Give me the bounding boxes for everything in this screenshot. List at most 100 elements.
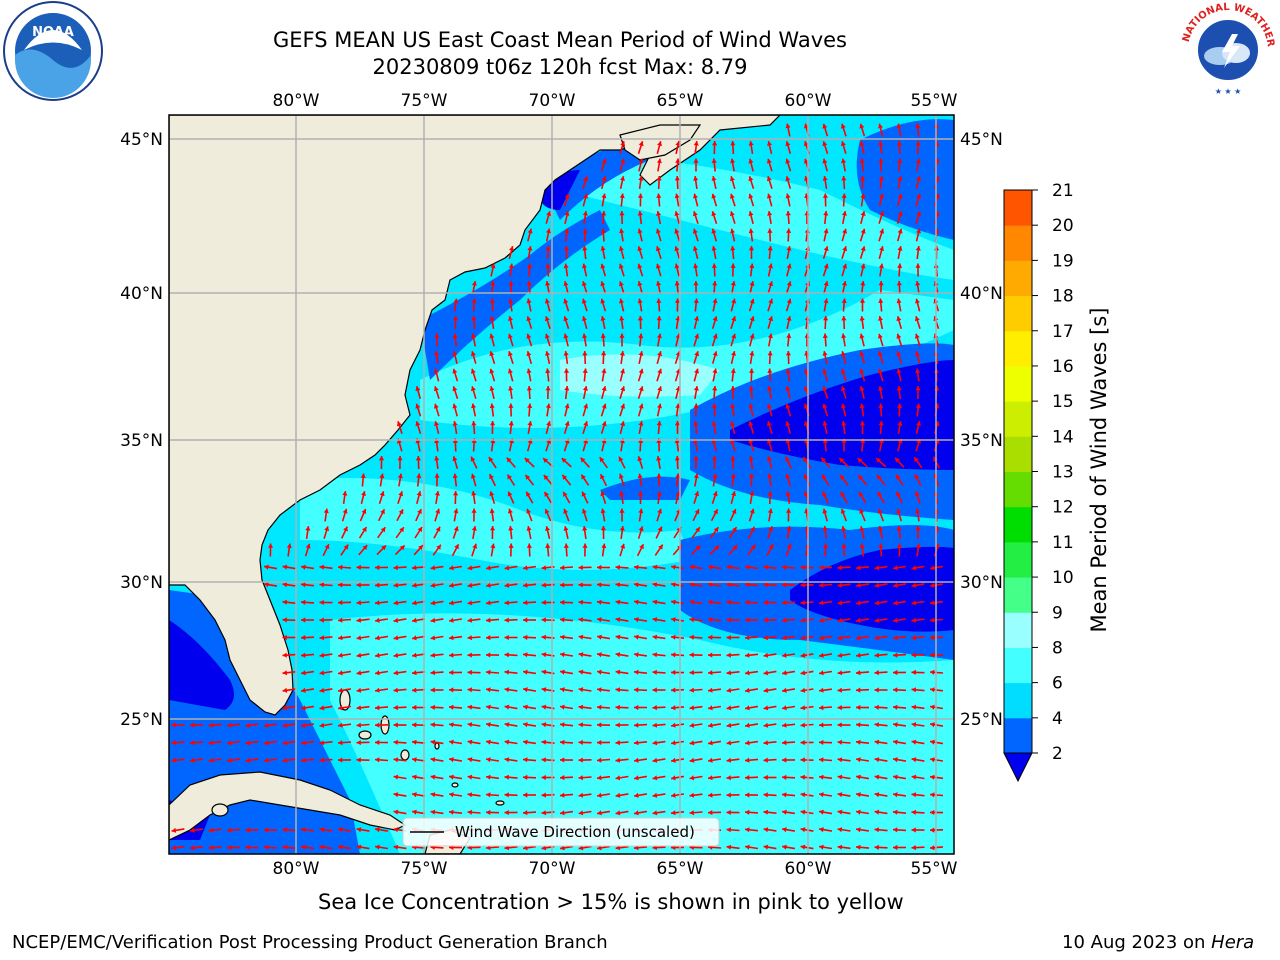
wave-direction-arrowhead xyxy=(582,228,588,233)
wave-direction-arrowhead xyxy=(729,176,735,182)
wave-direction-arrowhead xyxy=(264,827,269,833)
wave-direction-arrowhead xyxy=(766,456,772,462)
wave-direction-arrowhead xyxy=(658,544,663,550)
wave-direction-arrowhead xyxy=(620,386,626,392)
wave-direction-arrowhead xyxy=(841,298,847,303)
wave-direction-arrowhead xyxy=(489,403,495,409)
wave-direction-arrowhead xyxy=(393,844,399,850)
wave-direction-arrowhead xyxy=(689,582,695,588)
wave-direction-arrowhead xyxy=(338,844,343,850)
wave-direction-arrowhead xyxy=(412,704,417,711)
wave-direction-arrowhead xyxy=(634,582,639,588)
wave-direction-arrowhead xyxy=(763,564,769,570)
wave-direction-arrowhead xyxy=(618,246,624,251)
wave-direction-arrowhead xyxy=(489,491,495,497)
wave-direction-arrowhead xyxy=(859,141,865,146)
wave-direction-arrowhead xyxy=(453,298,459,304)
wave-direction-arrowhead xyxy=(578,739,583,745)
wave-direction-arrowhead xyxy=(800,670,806,676)
wave-direction-arrowhead xyxy=(763,652,769,658)
wave-direction-arrowhead xyxy=(619,438,625,444)
wave-direction-arrowhead xyxy=(652,687,657,693)
wave-direction-arrowhead xyxy=(471,298,477,303)
wave-direction-arrowhead xyxy=(561,458,567,463)
wave-direction-arrowhead xyxy=(190,845,195,851)
wave-direction-arrowhead xyxy=(489,368,495,374)
wave-direction-arrowhead xyxy=(356,564,361,570)
wave-direction-arrowhead xyxy=(319,705,325,711)
wave-direction-arrowhead xyxy=(393,617,399,623)
wave-direction-arrowhead xyxy=(674,421,681,426)
wave-direction-arrowhead xyxy=(930,582,935,588)
wave-direction-arrowhead xyxy=(800,564,805,570)
wave-direction-arrowhead xyxy=(634,634,639,640)
wave-direction-arrowhead xyxy=(874,844,879,850)
wave-direction-arrowhead xyxy=(800,705,806,711)
wave-direction-arrowhead xyxy=(767,491,773,496)
wave-direction-arrowhead xyxy=(379,473,385,479)
wave-direction-arrowhead xyxy=(915,508,921,514)
wave-direction-arrowhead xyxy=(914,491,920,497)
wave-direction-arrowhead xyxy=(766,421,772,427)
wave-direction-arrowhead xyxy=(657,386,663,392)
wave-direction-arrowhead xyxy=(190,827,195,833)
wave-direction-arrowhead xyxy=(877,333,883,339)
wave-direction-arrowhead xyxy=(638,158,644,164)
wave-direction-arrowhead xyxy=(563,491,568,497)
wave-direction-arrowhead xyxy=(859,123,865,129)
wave-direction-arrowhead xyxy=(523,617,528,623)
wave-direction-arrowhead xyxy=(859,368,865,374)
wave-direction-arrowhead xyxy=(452,386,458,392)
wave-direction-arrowhead xyxy=(674,193,680,199)
wave-direction-arrowhead xyxy=(823,316,829,321)
wave-direction-arrowhead xyxy=(692,228,698,234)
wave-direction-arrowhead xyxy=(523,582,528,588)
wave-direction-arrowhead xyxy=(380,527,386,533)
map-panel xyxy=(169,115,954,854)
wave-direction-arrowhead xyxy=(730,158,736,164)
wave-direction-arrowhead xyxy=(837,617,843,623)
wave-direction-arrowhead xyxy=(637,298,643,304)
colorbar-tick-label: 18 xyxy=(1052,287,1074,307)
wave-direction-arrowhead xyxy=(893,739,898,745)
wave-direction-arrowhead xyxy=(600,298,606,304)
wave-direction-arrowhead xyxy=(726,827,731,833)
wave-direction-arrowhead xyxy=(689,599,695,605)
wave-direction-arrowhead xyxy=(361,509,367,514)
wave-direction-arrowhead xyxy=(652,669,657,675)
lon-label-bottom: 70°W xyxy=(529,859,576,879)
wave-direction-arrowhead xyxy=(301,687,306,693)
wave-direction-arrowhead xyxy=(785,176,791,182)
wave-direction-arrowhead xyxy=(227,757,232,763)
wave-direction-arrowhead xyxy=(282,599,288,605)
wave-direction-arrowhead xyxy=(504,792,509,798)
wave-direction-arrowhead xyxy=(893,827,898,833)
wave-direction-arrowhead xyxy=(338,740,343,746)
wave-direction-arrowhead xyxy=(637,456,643,462)
colorbar-tick-label: 12 xyxy=(1052,498,1074,518)
wave-direction-arrowhead xyxy=(655,246,661,252)
wave-direction-arrowhead xyxy=(748,456,754,461)
wave-direction-arrowhead xyxy=(930,757,935,763)
wave-direction-arrowhead xyxy=(597,669,602,675)
wave-direction-arrowhead xyxy=(915,158,921,164)
chart-title: GEFS MEAN US East Coast Mean Period of W… xyxy=(273,28,847,52)
wave-direction-arrowhead xyxy=(860,263,866,269)
wave-direction-arrowhead xyxy=(486,582,491,588)
wave-direction-arrowhead xyxy=(893,635,898,641)
wave-direction-arrowhead xyxy=(860,193,866,199)
wave-direction-arrowhead xyxy=(893,669,898,676)
wave-direction-arrowhead xyxy=(490,438,496,444)
wave-direction-arrowhead xyxy=(876,474,882,480)
wave-direction-arrowhead xyxy=(486,565,491,571)
wave-direction-arrowhead xyxy=(489,333,495,339)
colorbar-tick-label: 14 xyxy=(1052,427,1074,447)
wave-direction-arrowhead xyxy=(360,473,366,479)
wave-direction-arrowhead xyxy=(471,281,477,286)
wave-direction-arrowhead xyxy=(785,421,791,427)
wave-direction-arrowhead xyxy=(563,526,569,531)
wave-direction-arrowhead xyxy=(745,809,750,815)
wave-direction-arrowhead xyxy=(452,333,458,339)
wave-direction-arrowhead xyxy=(930,600,935,606)
wave-direction-arrowhead xyxy=(786,526,792,531)
